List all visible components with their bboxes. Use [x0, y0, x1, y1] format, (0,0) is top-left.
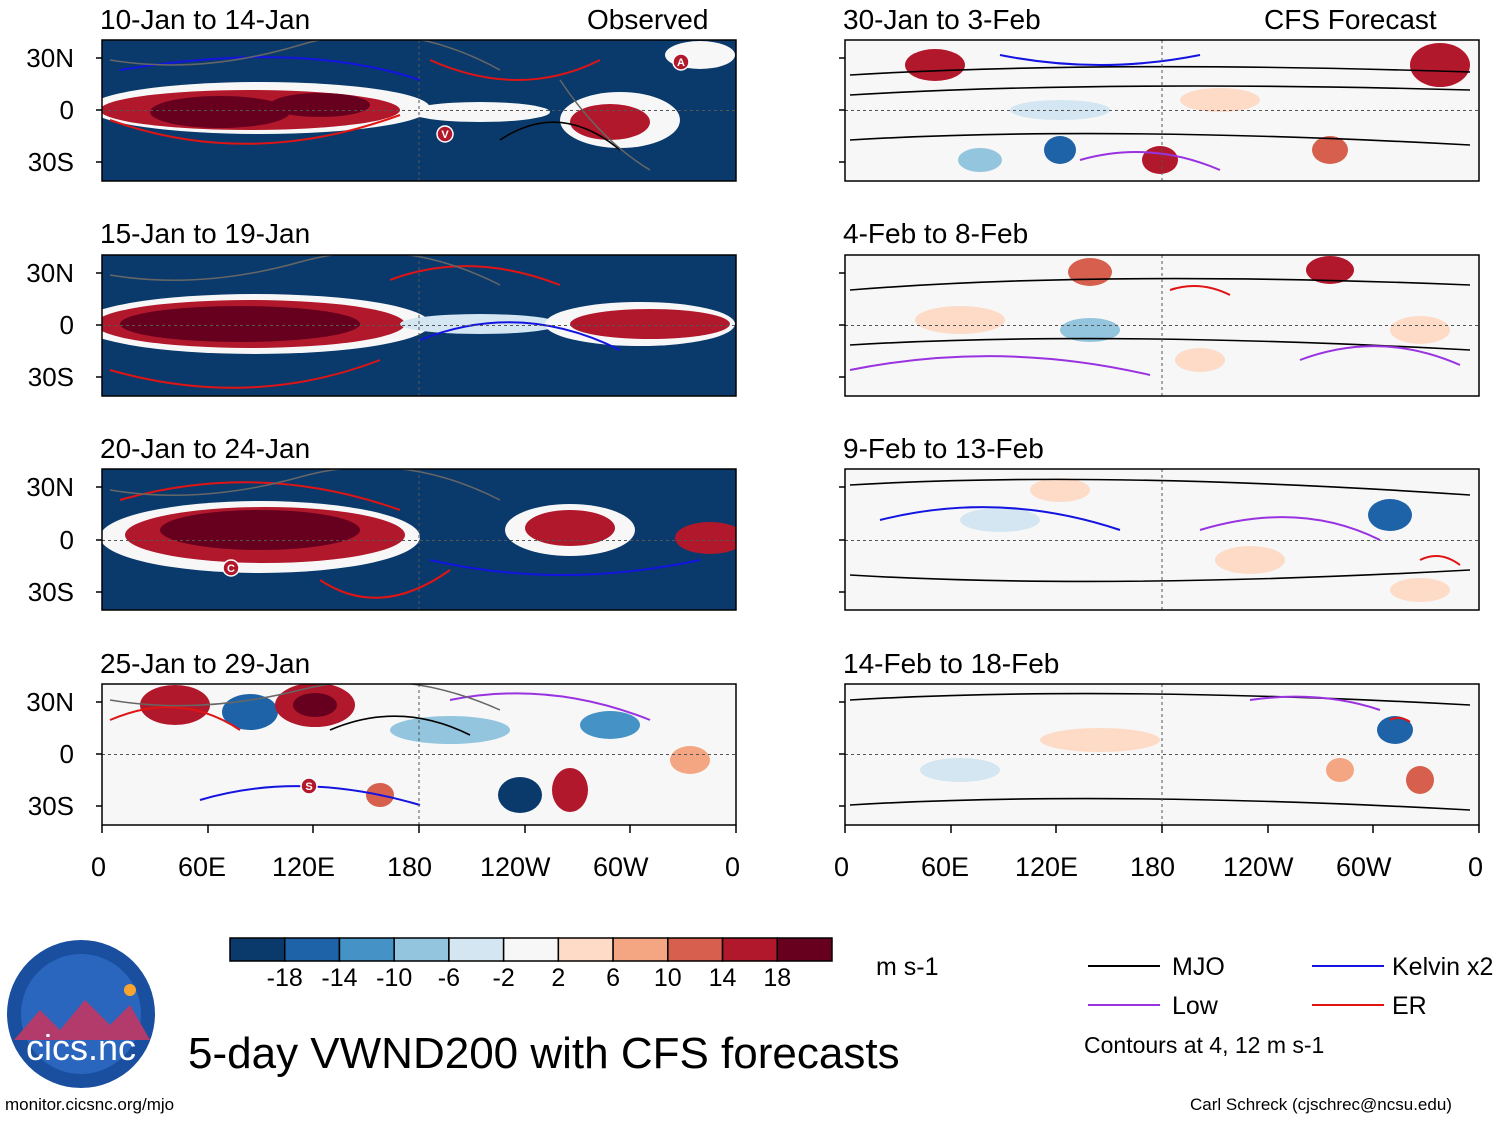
colorbar-tick-label: 10 — [653, 964, 682, 992]
lat-label-30s: 30S — [27, 362, 74, 392]
legend-label-er: ER — [1392, 992, 1427, 1020]
panel-title-observed-3: 20-Jan to 24-Jan — [100, 433, 311, 464]
lon-label: 180 — [387, 852, 433, 882]
colorbar-units: m s-1 — [876, 953, 939, 981]
lat-label-30s: 30S — [27, 791, 74, 821]
colorbar-tick-label: -18 — [266, 964, 303, 992]
author-credit: Carl Schreck (cjschrec@ncsu.edu) — [1190, 1095, 1452, 1114]
map-panel-forecast-4 — [844, 683, 1480, 826]
legend-label-low: Low — [1172, 992, 1218, 1020]
storm-marker-c-label: C — [227, 563, 235, 575]
figure-title: 5-day VWND200 with CFS forecasts — [188, 1029, 900, 1078]
lon-label: 120E — [272, 852, 336, 882]
panel-title-observed-2: 15-Jan to 19-Jan — [100, 218, 311, 249]
observed-label: Observed — [587, 4, 709, 35]
colorbar-box — [612, 937, 669, 962]
legend-label-kelvin: Kelvin x2 — [1392, 953, 1494, 981]
colorbar-tick-label: 6 — [606, 964, 621, 992]
storm-marker-c: C — [222, 559, 240, 577]
map-panel-observed-1 — [101, 39, 737, 182]
lon-label: 120W — [480, 852, 551, 882]
colorbar-box — [448, 937, 505, 962]
colorbar-box — [557, 937, 614, 962]
colorbar-box — [667, 937, 724, 962]
lat-label-eq: 0 — [59, 739, 74, 769]
lon-label: 120E — [1015, 852, 1079, 882]
panel-title-forecast-4: 14-Feb to 18-Feb — [843, 648, 1060, 679]
contour-note: Contours at 4, 12 m s-1 — [1084, 1032, 1325, 1058]
storm-marker-s: S — [300, 777, 318, 795]
lat-label-30s: 30S — [27, 147, 74, 177]
lon-label: 120W — [1223, 852, 1294, 882]
colorbar-box — [393, 937, 450, 962]
storm-marker-a-label: A — [677, 57, 685, 69]
colorbar-box — [283, 937, 341, 962]
colorbar-box — [721, 937, 779, 962]
panel-title-observed-1: 10-Jan to 14-Jan — [100, 4, 311, 35]
lat-label-30n: 30N — [26, 472, 74, 502]
colorbar — [229, 937, 833, 962]
colorbar-tick-label: -10 — [376, 964, 413, 992]
map-panel-forecast-3 — [844, 468, 1480, 611]
storm-marker-s-label: S — [305, 781, 312, 793]
panel-title-observed-4: 25-Jan to 29-Jan — [100, 648, 311, 679]
colorbar-box — [502, 937, 560, 962]
lon-label: 0 — [834, 852, 850, 882]
map-panel-forecast-2 — [844, 254, 1480, 397]
panel-title-forecast-1: 30-Jan to 3-Feb — [843, 4, 1041, 35]
lon-label: 60E — [921, 852, 970, 882]
lon-ticks — [101, 825, 1480, 833]
map-panel-forecast-1 — [844, 39, 1480, 182]
panel-title-forecast-3: 9-Feb to 13-Feb — [843, 433, 1044, 464]
lon-label: 0 — [1468, 852, 1484, 882]
forecast-label: CFS Forecast — [1264, 4, 1437, 35]
colorbar-tick-label: 14 — [708, 964, 737, 992]
colorbar-tick-label: -2 — [492, 964, 515, 992]
colorbar-box — [338, 937, 395, 962]
colorbar-tick-label: 2 — [551, 964, 566, 992]
lon-label: 180 — [1130, 852, 1176, 882]
colorbar-tick-label: -6 — [437, 964, 461, 992]
storm-marker-v-label: V — [441, 129, 449, 141]
lon-label: 60W — [1336, 852, 1392, 882]
lat-label-30s: 30S — [27, 577, 74, 607]
sun-icon — [124, 984, 136, 996]
map-panel-observed-4 — [101, 683, 737, 826]
lon-label: 0 — [91, 852, 107, 882]
source-url[interactable]: monitor.cicsnc.org/mjo — [5, 1095, 175, 1114]
lat-label-30n: 30N — [26, 258, 74, 288]
storm-marker-v: V — [436, 125, 454, 143]
storm-marker-a: A — [672, 53, 690, 71]
lat-label-eq: 0 — [59, 525, 74, 555]
legend-label-mjo: MJO — [1172, 953, 1225, 981]
colorbar-tick-label: -14 — [321, 964, 358, 992]
map-panel-observed-2 — [101, 254, 737, 397]
lat-label-30n: 30N — [26, 43, 74, 73]
lon-label: 0 — [725, 852, 741, 882]
legend-lines — [1088, 965, 1384, 1006]
map-panel-observed-3 — [101, 468, 737, 611]
logo-text: cics.nc — [26, 1027, 136, 1068]
colorbar-box — [229, 937, 286, 962]
colorbar-box — [776, 937, 833, 962]
lat-label-30n: 30N — [26, 687, 74, 717]
lat-label-eq: 0 — [59, 95, 74, 125]
cics-logo: cics.nc — [7, 940, 155, 1088]
lat-ticks — [96, 57, 845, 807]
panel-title-forecast-2: 4-Feb to 8-Feb — [843, 218, 1029, 249]
colorbar-tick-label: 18 — [763, 964, 792, 992]
lon-label: 60E — [178, 852, 227, 882]
lat-label-eq: 0 — [59, 310, 74, 340]
lon-label: 60W — [593, 852, 649, 882]
